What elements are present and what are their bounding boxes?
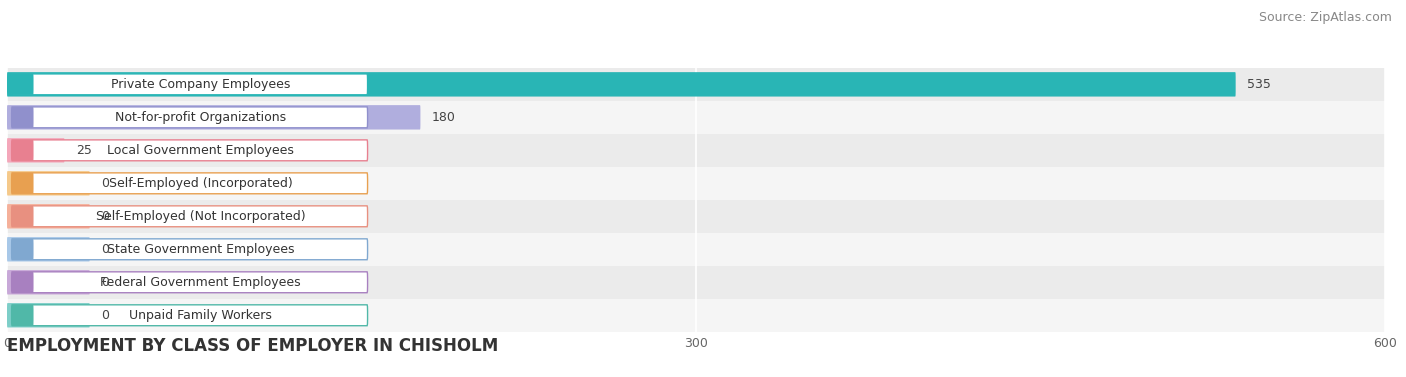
- FancyBboxPatch shape: [7, 138, 65, 162]
- FancyBboxPatch shape: [7, 266, 1385, 299]
- Text: EMPLOYMENT BY CLASS OF EMPLOYER IN CHISHOLM: EMPLOYMENT BY CLASS OF EMPLOYER IN CHISH…: [7, 337, 498, 355]
- Text: 0: 0: [101, 276, 110, 289]
- Text: Self-Employed (Not Incorporated): Self-Employed (Not Incorporated): [96, 210, 305, 223]
- Text: Federal Government Employees: Federal Government Employees: [100, 276, 301, 289]
- Text: 0: 0: [101, 243, 110, 256]
- FancyBboxPatch shape: [7, 299, 1385, 332]
- FancyBboxPatch shape: [11, 272, 34, 293]
- FancyBboxPatch shape: [7, 101, 1385, 134]
- FancyBboxPatch shape: [7, 303, 90, 328]
- FancyBboxPatch shape: [11, 74, 34, 95]
- FancyBboxPatch shape: [11, 173, 34, 194]
- FancyBboxPatch shape: [7, 233, 1385, 266]
- Text: 0: 0: [101, 177, 110, 190]
- FancyBboxPatch shape: [11, 305, 34, 326]
- FancyBboxPatch shape: [7, 237, 90, 262]
- Text: Self-Employed (Incorporated): Self-Employed (Incorporated): [108, 177, 292, 190]
- Text: 180: 180: [432, 111, 456, 124]
- Text: Source: ZipAtlas.com: Source: ZipAtlas.com: [1258, 11, 1392, 24]
- FancyBboxPatch shape: [7, 105, 420, 130]
- Text: Private Company Employees: Private Company Employees: [111, 78, 290, 91]
- FancyBboxPatch shape: [7, 167, 1385, 200]
- FancyBboxPatch shape: [7, 204, 90, 228]
- FancyBboxPatch shape: [7, 68, 1385, 101]
- FancyBboxPatch shape: [11, 239, 367, 260]
- FancyBboxPatch shape: [11, 239, 34, 260]
- FancyBboxPatch shape: [11, 272, 367, 293]
- FancyBboxPatch shape: [11, 140, 367, 161]
- FancyBboxPatch shape: [11, 74, 367, 95]
- Text: State Government Employees: State Government Employees: [107, 243, 294, 256]
- Text: Not-for-profit Organizations: Not-for-profit Organizations: [115, 111, 285, 124]
- FancyBboxPatch shape: [7, 270, 90, 294]
- FancyBboxPatch shape: [11, 206, 34, 227]
- FancyBboxPatch shape: [11, 107, 34, 128]
- FancyBboxPatch shape: [11, 140, 34, 161]
- FancyBboxPatch shape: [7, 72, 1236, 97]
- Text: 0: 0: [101, 210, 110, 223]
- FancyBboxPatch shape: [11, 206, 367, 227]
- FancyBboxPatch shape: [11, 173, 367, 194]
- Text: Unpaid Family Workers: Unpaid Family Workers: [129, 309, 271, 322]
- FancyBboxPatch shape: [11, 305, 367, 326]
- Text: 25: 25: [76, 144, 91, 157]
- Text: Local Government Employees: Local Government Employees: [107, 144, 294, 157]
- FancyBboxPatch shape: [7, 134, 1385, 167]
- FancyBboxPatch shape: [11, 107, 367, 128]
- FancyBboxPatch shape: [7, 171, 90, 196]
- Text: 0: 0: [101, 309, 110, 322]
- Text: 535: 535: [1247, 78, 1271, 91]
- FancyBboxPatch shape: [7, 200, 1385, 233]
